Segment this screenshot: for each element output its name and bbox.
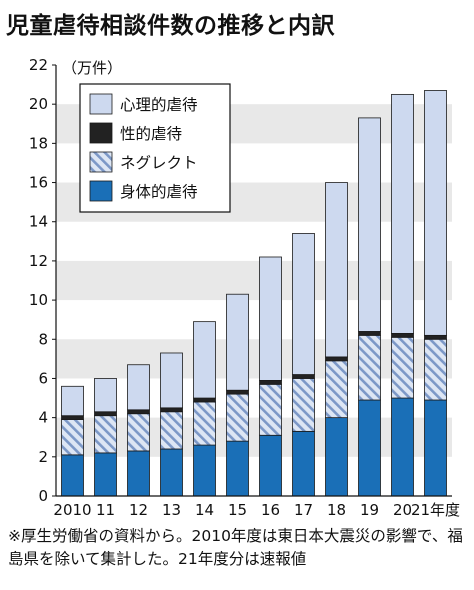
bar-physical-0: [61, 454, 84, 497]
x-tick-label: 21年度: [411, 501, 460, 519]
y-tick-label: 10: [29, 291, 48, 309]
bar-psychological-5: [226, 293, 249, 391]
bar-neglect-7: [292, 378, 315, 432]
bar-sexual-0: [61, 415, 84, 420]
bar-physical-3: [160, 448, 183, 497]
bar-neglect-0: [61, 419, 84, 456]
bar-physical-4: [193, 444, 216, 497]
bar-psychological-7: [292, 233, 315, 375]
bar-sexual-8: [325, 356, 348, 362]
bar-neglect-9: [358, 334, 381, 401]
x-tick-label: 14: [195, 501, 214, 519]
bar-psychological-3: [160, 352, 183, 409]
bar-neglect-6: [259, 383, 282, 436]
bar-neglect-5: [226, 393, 249, 442]
y-tick-label: 14: [29, 213, 48, 231]
bar-neglect-11: [424, 338, 447, 401]
chart-title: 児童虐待相談件数の推移と内訳: [6, 13, 335, 39]
bar-physical-6: [259, 434, 282, 497]
axes: 0 2 4 6 8 10 12 14 16 18 20 22: [29, 56, 452, 505]
bar-sexual-11: [424, 334, 447, 340]
y-unit-label: （万件）: [62, 59, 122, 77]
bar-physical-5: [226, 440, 249, 497]
bar-psychological-10: [391, 93, 414, 334]
y-tick-label: 18: [29, 134, 48, 152]
y-tick-label: 12: [29, 252, 48, 270]
y-tick-label: 0: [38, 487, 48, 505]
y-tick-label: 8: [38, 330, 48, 348]
bar-physical-9: [358, 399, 381, 497]
x-tick-label: 16: [261, 501, 280, 519]
legend-swatch-physical: [89, 180, 113, 202]
x-tick-label: 18: [327, 501, 346, 519]
bar-physical-2: [127, 450, 150, 497]
x-tick-label: 13: [162, 501, 181, 519]
x-tick-label: 19: [360, 501, 379, 519]
bar-physical-8: [325, 417, 348, 497]
bar-neglect-4: [193, 401, 216, 446]
y-tick-label: 6: [38, 369, 48, 387]
bar-neglect-1: [94, 415, 117, 454]
legend-swatch-neglect: [89, 151, 113, 173]
source-note: ※厚生労働省の資料から。2010年度は東日本大震災の影響で、福島県を除いて集計し…: [8, 527, 463, 568]
bar-neglect-2: [127, 413, 150, 452]
y-tick-label: 4: [38, 409, 48, 427]
x-tick-label: 2010: [53, 501, 91, 519]
bar-psychological-2: [127, 364, 150, 411]
x-tick-label: 12: [129, 501, 148, 519]
y-tick-label: 20: [29, 95, 48, 113]
x-tick-label: 15: [228, 501, 247, 519]
y-tick-label: 2: [38, 448, 48, 466]
legend-label-physical: 身体的虐待: [120, 183, 198, 201]
bar-physical-11: [424, 399, 447, 497]
legend-swatch-psychological: [89, 93, 113, 115]
bar-sexual-3: [160, 407, 183, 413]
x-tick-label: 11: [96, 501, 115, 519]
grid-band: [56, 260, 452, 301]
grid-band: [56, 339, 452, 379]
legend-label-psychological: 心理的虐待: [120, 96, 198, 114]
bar-sexual-6: [259, 380, 282, 385]
legend-label-neglect: ネグレクト: [120, 154, 198, 172]
bar-neglect-8: [325, 360, 348, 419]
bar-psychological-1: [94, 378, 117, 413]
bar-sexual-7: [292, 374, 315, 379]
bar-psychological-11: [424, 90, 447, 336]
bar-neglect-10: [391, 336, 414, 399]
bar-psychological-4: [193, 321, 216, 399]
y-tick-label: 16: [29, 174, 48, 192]
bar-sexual-10: [391, 332, 414, 338]
bar-psychological-0: [61, 385, 84, 417]
y-tick-label: 22: [29, 56, 48, 74]
bar-physical-1: [94, 452, 117, 497]
x-tick-label: 17: [294, 501, 313, 519]
bar-sexual-2: [127, 409, 150, 415]
bar-psychological-8: [325, 182, 348, 358]
bar-neglect-3: [160, 411, 183, 450]
bar-psychological-9: [358, 117, 381, 332]
bar-sexual-5: [226, 389, 249, 395]
bar-sexual-4: [193, 397, 216, 403]
bar-psychological-6: [259, 256, 282, 381]
grid-band: [56, 417, 452, 457]
bar-physical-7: [292, 430, 315, 497]
bar-sexual-1: [94, 411, 117, 417]
bar-physical-10: [391, 397, 414, 497]
legend-label-sexual: 性的虐待: [120, 125, 182, 143]
x-tick-label: 20: [393, 501, 412, 519]
legend-swatch-sexual: [89, 122, 113, 144]
bar-sexual-9: [358, 331, 381, 336]
